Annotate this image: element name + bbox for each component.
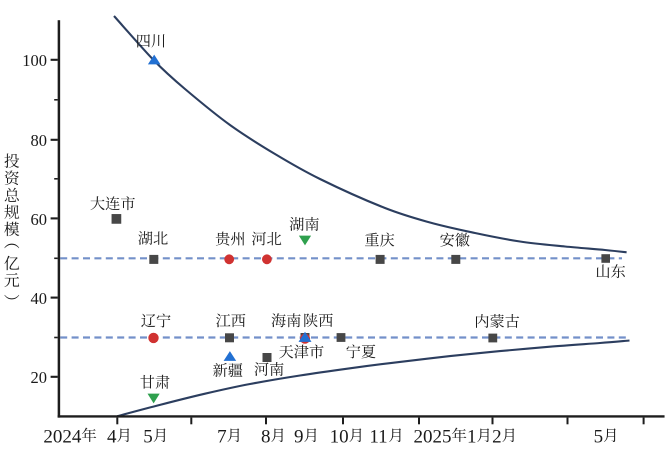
svg-text:100: 100 bbox=[22, 51, 47, 70]
svg-text:10: 10 bbox=[330, 426, 349, 446]
svg-text:9: 9 bbox=[294, 426, 304, 446]
svg-text:4: 4 bbox=[107, 426, 117, 446]
svg-text:60: 60 bbox=[31, 210, 48, 229]
svg-text:80: 80 bbox=[31, 131, 48, 150]
svg-text:40: 40 bbox=[31, 289, 48, 308]
svg-text:7: 7 bbox=[217, 426, 227, 446]
svg-text:5: 5 bbox=[143, 426, 153, 446]
svg-text:5: 5 bbox=[594, 426, 604, 446]
svg-text:20: 20 bbox=[31, 368, 48, 387]
svg-text:2: 2 bbox=[492, 426, 502, 446]
svg-text:2024: 2024 bbox=[43, 426, 82, 446]
svg-text:2025: 2025 bbox=[413, 426, 451, 446]
svg-text:11: 11 bbox=[369, 426, 387, 446]
svg-text:8: 8 bbox=[261, 426, 271, 446]
svg-text:1: 1 bbox=[467, 426, 477, 446]
